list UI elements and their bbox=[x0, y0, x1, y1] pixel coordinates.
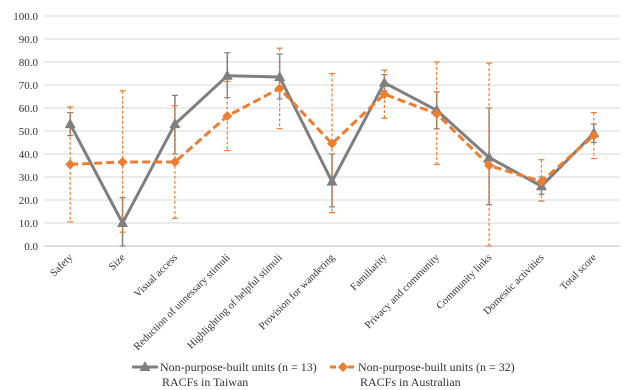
data-point-diamond bbox=[484, 160, 495, 171]
y-tick-label: 100.0 bbox=[13, 11, 38, 23]
data-point-triangle bbox=[117, 217, 129, 227]
data-point-diamond bbox=[222, 111, 233, 122]
x-category-label: Highlighting of helpful stimuli bbox=[186, 252, 285, 351]
error-bars bbox=[67, 47, 597, 247]
legend-label: Non-purpose-built units (n = 32) bbox=[358, 360, 515, 374]
x-category-label: Visual access bbox=[132, 252, 180, 300]
data-point-triangle bbox=[274, 70, 286, 81]
series-markers bbox=[64, 69, 600, 227]
legend-marker bbox=[338, 362, 348, 372]
data-point-diamond bbox=[117, 157, 128, 168]
x-category-label: Size bbox=[107, 252, 128, 273]
data-point-triangle bbox=[378, 76, 390, 87]
y-tick-label: 10.0 bbox=[19, 218, 39, 230]
y-tick-label: 80.0 bbox=[19, 57, 39, 69]
x-category-label: Safety bbox=[49, 252, 76, 279]
data-point-diamond bbox=[379, 89, 390, 100]
y-tick-label: 50.0 bbox=[19, 126, 39, 138]
legend-label-line2: RACFs in Australian bbox=[360, 375, 461, 389]
y-tick-label: 70.0 bbox=[19, 80, 39, 92]
data-point-diamond bbox=[169, 157, 180, 168]
data-point-diamond bbox=[536, 176, 547, 187]
data-point-triangle bbox=[221, 69, 233, 80]
y-axis-tick-labels: 0.0 10.0 20.0 30.0 40.0 50.0 60.0 70.0 80.0 90.0 1… bbox=[13, 11, 38, 253]
data-point-triangle bbox=[483, 151, 495, 162]
data-point-triangle bbox=[169, 118, 181, 129]
legend-label-line2: RACFs in Taiwan bbox=[162, 375, 248, 389]
legend-marker bbox=[139, 361, 151, 371]
y-tick-label: 40.0 bbox=[19, 149, 39, 161]
y-tick-label: 60.0 bbox=[19, 103, 39, 115]
x-category-label: Total score bbox=[558, 252, 599, 293]
x-category-label: Reduction of unnessary stimuli bbox=[132, 252, 232, 352]
y-tick-label: 30.0 bbox=[19, 172, 39, 184]
data-point-diamond bbox=[274, 83, 285, 94]
y-tick-label: 20.0 bbox=[19, 195, 39, 207]
data-point-triangle bbox=[326, 175, 338, 186]
y-tick-label: 0.0 bbox=[24, 241, 38, 253]
x-category-label: Familiarity bbox=[349, 252, 390, 293]
legend-label: Non-purpose-built units (n = 13) bbox=[160, 360, 317, 374]
data-point-diamond bbox=[431, 108, 442, 119]
data-point-diamond bbox=[65, 159, 76, 170]
data-point-diamond bbox=[588, 130, 599, 141]
data-point-diamond bbox=[327, 138, 337, 149]
x-category-label: Community links bbox=[435, 252, 495, 312]
data-point-triangle bbox=[64, 118, 76, 129]
series-line bbox=[70, 86, 595, 184]
legend: Non-purpose-built units (n = 13)RACFs in… bbox=[132, 360, 515, 389]
y-tick-label: 90.0 bbox=[19, 34, 39, 46]
